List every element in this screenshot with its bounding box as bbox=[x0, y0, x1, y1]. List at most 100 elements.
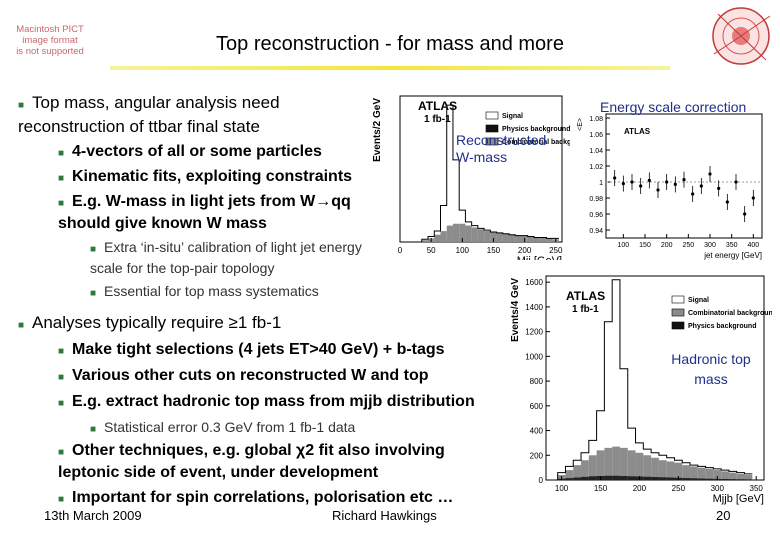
background-bar bbox=[490, 231, 497, 242]
y-tick-label: 200 bbox=[530, 451, 544, 460]
bullet-other-techniques: ■ Other techniques, e.g. global χ2 fit al… bbox=[58, 442, 445, 481]
physics-background-bar bbox=[565, 478, 574, 480]
bullet-square-icon: ■ bbox=[18, 100, 25, 111]
y-tick-label: 1 bbox=[599, 180, 603, 187]
data-point bbox=[743, 212, 747, 216]
background-bar bbox=[643, 455, 652, 480]
data-point bbox=[725, 200, 729, 204]
background-bar bbox=[465, 225, 472, 242]
atlas-event-logo bbox=[712, 7, 771, 65]
x-tick-label: 250 bbox=[682, 242, 694, 249]
y-tick-label: 800 bbox=[530, 377, 544, 386]
bullet-systematics: ■ Essential for top mass systematics bbox=[90, 282, 380, 303]
x-tick-label: 400 bbox=[747, 242, 759, 249]
physics-background-bar bbox=[736, 479, 745, 480]
background-bar bbox=[744, 475, 753, 480]
hadronic-top-label: Hadronic top mass bbox=[671, 351, 751, 387]
physics-background-bar bbox=[721, 479, 729, 480]
bullet-square-icon: ■ bbox=[58, 447, 65, 458]
x-tick-label: 100 bbox=[617, 242, 629, 249]
bullet-square-icon: ■ bbox=[90, 424, 97, 435]
background-bar bbox=[651, 457, 659, 480]
data-point bbox=[621, 182, 625, 186]
hadronic-top-histogram: 100 150 200 250 300 350 0 200 400 600 800 1000 1200 1… bbox=[508, 270, 772, 506]
y-tick-label: 1.02 bbox=[589, 164, 603, 171]
background-bar bbox=[452, 223, 460, 242]
physics-background-bar bbox=[588, 476, 597, 480]
background-bar bbox=[612, 446, 620, 480]
background-bar bbox=[446, 225, 453, 242]
legend-swatch bbox=[485, 137, 499, 146]
background-bar bbox=[682, 465, 691, 480]
x-tick-label: 50 bbox=[427, 246, 436, 255]
bullet-top-mass: ■ Top mass, angular analysis need reconst… bbox=[18, 93, 280, 136]
background-bar bbox=[690, 466, 698, 480]
physics-background-bar bbox=[619, 476, 628, 480]
y-tick-label: 1.04 bbox=[589, 148, 603, 155]
bullet-statistical-error: ■ Statistical error 0.3 GeV from 1 fb-1 d… bbox=[90, 418, 490, 439]
pict-placeholder: Macintosh PICT image format is not suppo… bbox=[12, 24, 88, 57]
bullet-square-icon: ■ bbox=[58, 198, 65, 209]
y-axis-label: <E> bbox=[577, 118, 584, 131]
x-tick-label: 300 bbox=[711, 484, 725, 493]
atlas-label: ATLAS bbox=[624, 127, 651, 136]
y-tick-label: 1600 bbox=[525, 278, 543, 287]
data-point bbox=[682, 178, 686, 182]
background-bar bbox=[434, 234, 441, 242]
physics-background-bar bbox=[573, 477, 582, 480]
background-bar bbox=[509, 234, 516, 242]
data-point bbox=[734, 180, 738, 184]
background-bar bbox=[496, 232, 503, 242]
y-tick-label: 1400 bbox=[525, 303, 543, 312]
legend-entry: Combinatorial background bbox=[688, 310, 772, 317]
background-bar bbox=[533, 237, 541, 242]
physics-background-bar bbox=[705, 478, 714, 480]
legend-swatch bbox=[485, 124, 499, 133]
background-bar bbox=[527, 236, 534, 242]
bullet-insitu-calibration: ■ Extra ‘in-situ’ calibration of light je… bbox=[90, 239, 362, 276]
background-bar bbox=[515, 235, 522, 242]
data-point bbox=[691, 192, 695, 196]
data-point bbox=[647, 178, 651, 182]
legend-swatch bbox=[671, 308, 685, 317]
footer-author: Richard Hawkings bbox=[332, 508, 437, 523]
background-bar bbox=[573, 465, 582, 480]
background-bar bbox=[484, 231, 491, 242]
bullet-square-icon: ■ bbox=[58, 398, 65, 409]
x-tick-label: 300 bbox=[704, 242, 716, 249]
physics-background-bar bbox=[627, 476, 636, 480]
pict-line-3: is not supported bbox=[16, 46, 84, 57]
bullet-square-icon: ■ bbox=[58, 346, 65, 357]
energy-scale-plot: 0.94 0.96 0.98 1 1.02 1.04 1.06 1.08 100 150 200 25… bbox=[572, 108, 768, 260]
signal-line bbox=[421, 104, 559, 242]
data-point bbox=[630, 180, 634, 184]
x-tick-label: 150 bbox=[594, 484, 608, 493]
y-axis-label: Events/2 GeV bbox=[372, 98, 383, 162]
legend-swatch bbox=[485, 111, 499, 120]
background-bar bbox=[459, 223, 466, 242]
title-underline bbox=[110, 66, 670, 70]
data-point bbox=[613, 176, 617, 180]
lumi-label: 1 fb-1 bbox=[572, 304, 599, 315]
bullet-other-cuts: ■ Various other cuts on reconstructed W a… bbox=[58, 366, 498, 388]
y-tick-label: 600 bbox=[530, 402, 544, 411]
physics-background-bar bbox=[581, 476, 589, 480]
background-bar bbox=[619, 447, 628, 480]
data-point bbox=[699, 184, 703, 188]
bullet-square-icon: ■ bbox=[90, 244, 97, 255]
atlas-label: ATLAS bbox=[418, 99, 457, 113]
x-axis-label: Mjjb [GeV] bbox=[713, 493, 764, 505]
y-tick-label: 1.06 bbox=[589, 132, 603, 139]
plot-frame bbox=[605, 113, 763, 239]
background-bar bbox=[421, 240, 429, 242]
x-axis-label: jet energy [GeV] bbox=[703, 251, 762, 260]
bullet-square-icon: ■ bbox=[18, 320, 25, 331]
legend-swatch bbox=[671, 295, 685, 304]
bullet-extract-top-mass: ■ E.g. extract hadronic top mass from mjj… bbox=[58, 392, 498, 414]
x-tick-label: 350 bbox=[750, 484, 764, 493]
y-tick-label: 1200 bbox=[525, 328, 543, 337]
bullet-square-icon: ■ bbox=[58, 148, 65, 159]
background-bar bbox=[581, 460, 589, 480]
pict-line-2: image format bbox=[22, 35, 78, 46]
y-tick-label: 0.98 bbox=[589, 196, 603, 203]
